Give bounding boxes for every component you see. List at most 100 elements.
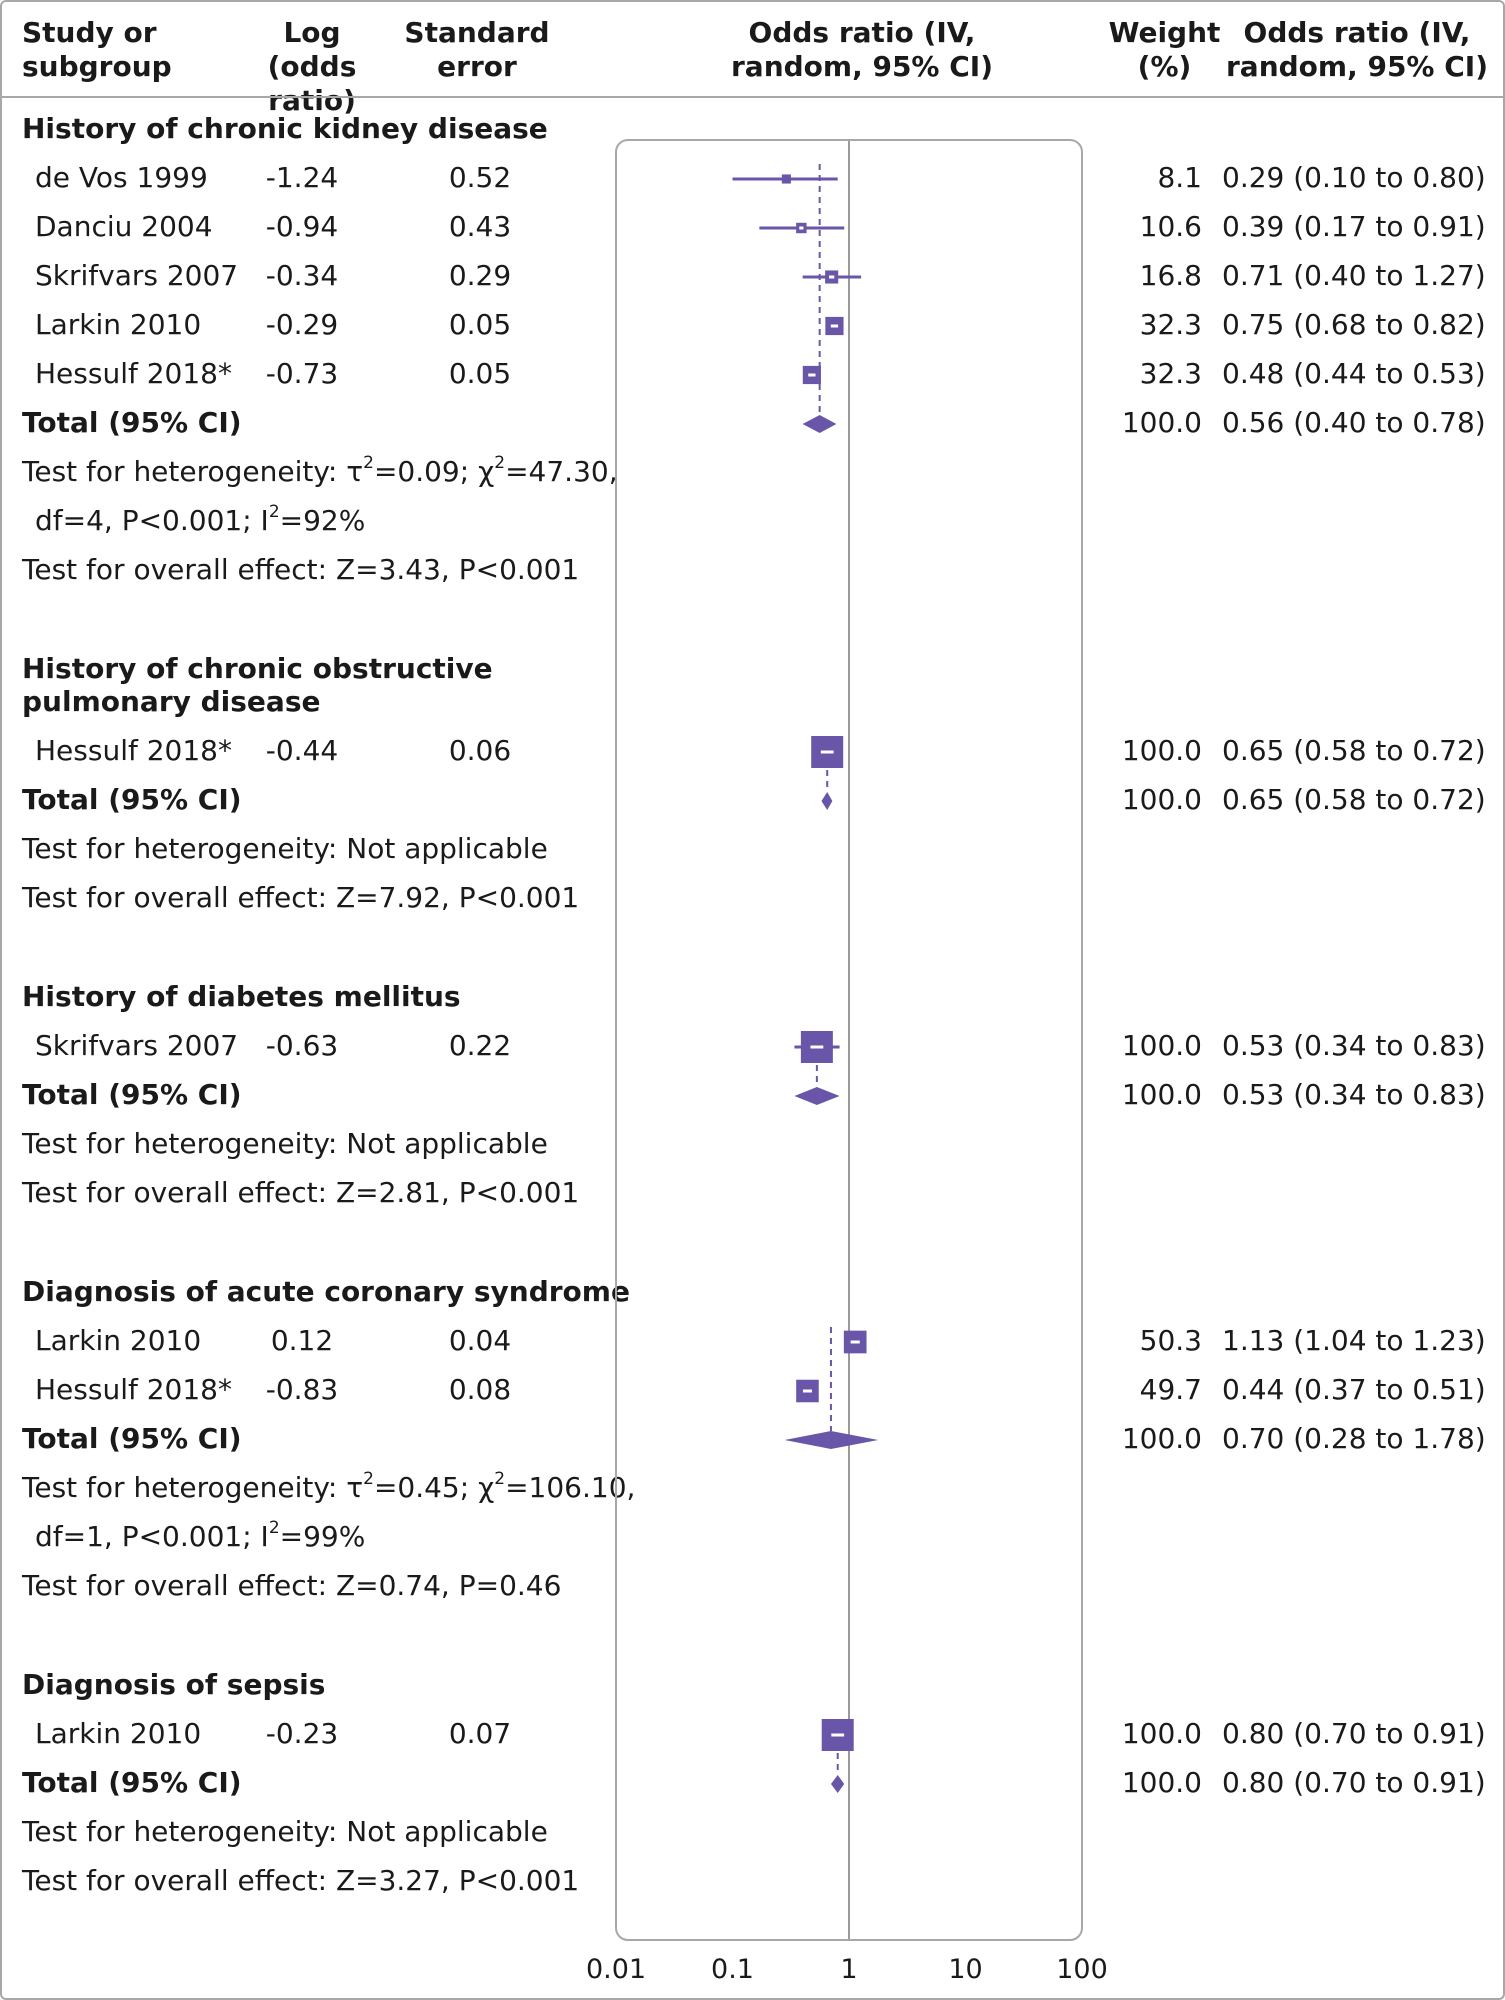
overall-effect-test: Test for overall effect: Z=0.74, P=0.46 <box>22 1569 562 1602</box>
x-tick-label: 10 <box>948 1954 982 1985</box>
total-label: Total (95% CI) <box>22 783 242 816</box>
study-effect-square <box>781 174 791 184</box>
study-odds-ratio-ci: 0.71 (0.40 to 1.27) <box>1222 259 1486 292</box>
header-odds-ratio-ci: Odds ratio (IV, random, 95% CI) <box>1225 16 1488 83</box>
study-odds-ratio-ci: 0.44 (0.37 to 0.51) <box>1222 1373 1486 1406</box>
subgroup-title: History of diabetes mellitus <box>22 980 461 1013</box>
square-highlight <box>799 226 804 230</box>
header-plot: Odds ratio (IV, random, 95% CI) <box>730 16 993 83</box>
study-log-odds-ratio: -0.34 <box>265 259 339 292</box>
pooled-diamond <box>802 415 837 433</box>
study-log-odds-ratio: -0.23 <box>265 1717 339 1750</box>
total-weight: 100.0 <box>1121 783 1202 816</box>
study-standard-error: 0.08 <box>448 1373 512 1406</box>
subgroup-title: History of chronic obstructive <box>22 652 493 685</box>
overall-effect-test: Test for overall effect: Z=3.43, P<0.001 <box>22 553 580 586</box>
total-odds-ratio-ci: 0.56 (0.40 to 0.78) <box>1222 406 1486 439</box>
study-odds-ratio-ci: 0.29 (0.10 to 0.80) <box>1222 161 1486 194</box>
study-odds-ratio-ci: 1.13 (1.04 to 1.23) <box>1222 1324 1486 1357</box>
square-highlight <box>820 750 834 754</box>
total-odds-ratio-ci: 0.70 (0.28 to 1.78) <box>1222 1422 1486 1455</box>
study-name: Larkin 2010 <box>35 1324 202 1357</box>
study-standard-error: 0.52 <box>448 161 512 194</box>
study-weight: 32.3 <box>1139 308 1202 341</box>
subgroup-title: Diagnosis of sepsis <box>22 1668 326 1701</box>
study-odds-ratio-ci: 0.48 (0.44 to 0.53) <box>1222 357 1486 390</box>
study-weight: 50.3 <box>1139 1324 1202 1357</box>
study-log-odds-ratio: -0.73 <box>265 357 339 390</box>
square-highlight <box>831 1733 845 1737</box>
study-standard-error: 0.07 <box>448 1717 512 1750</box>
pooled-diamond <box>830 1775 845 1793</box>
x-tick-label: 100 <box>1056 1954 1108 1985</box>
study-name: Hessulf 2018* <box>35 357 232 390</box>
x-tick-label: 0.1 <box>711 1954 754 1985</box>
study-weight: 8.1 <box>1157 161 1202 194</box>
study-log-odds-ratio: -0.63 <box>265 1029 339 1062</box>
header-study: Study or subgroup <box>22 16 172 83</box>
square-highlight <box>829 275 835 279</box>
study-odds-ratio-ci: 0.75 (0.68 to 0.82) <box>1222 308 1486 341</box>
study-weight: 16.8 <box>1139 259 1202 292</box>
study-name: Danciu 2004 <box>35 210 213 243</box>
heterogeneity-test: df=4, P<0.001; I2=92% <box>35 501 366 537</box>
subgroup-title: History of chronic kidney disease <box>22 112 548 145</box>
square-highlight <box>850 1340 860 1344</box>
subgroup-title: Diagnosis of acute coronary syndrome <box>22 1275 630 1308</box>
total-label: Total (95% CI) <box>22 1078 242 1111</box>
square-highlight <box>810 1045 824 1049</box>
study-odds-ratio-ci: 0.80 (0.70 to 0.91) <box>1222 1717 1486 1750</box>
study-log-odds-ratio: -1.24 <box>265 161 339 194</box>
heterogeneity-test: Test for heterogeneity: τ2=0.09; χ2=47.3… <box>22 452 618 488</box>
total-odds-ratio-ci: 0.53 (0.34 to 0.83) <box>1222 1078 1486 1111</box>
study-standard-error: 0.22 <box>448 1029 512 1062</box>
square-highlight <box>830 324 839 328</box>
study-weight: 100.0 <box>1121 1717 1202 1750</box>
study-name: de Vos 1999 <box>35 161 208 194</box>
study-weight: 100.0 <box>1121 734 1202 767</box>
total-odds-ratio-ci: 0.65 (0.58 to 0.72) <box>1222 783 1486 816</box>
study-name: Hessulf 2018* <box>35 1373 232 1406</box>
x-tick-label: 0.01 <box>586 1954 646 1985</box>
study-weight: 49.7 <box>1139 1373 1202 1406</box>
pooled-diamond <box>794 1087 840 1105</box>
square-highlight <box>808 373 816 377</box>
study-log-odds-ratio: -0.83 <box>265 1373 339 1406</box>
x-tick-label: 1 <box>840 1954 857 1985</box>
total-weight: 100.0 <box>1121 1422 1202 1455</box>
study-weight: 32.3 <box>1139 357 1202 390</box>
total-weight: 100.0 <box>1121 406 1202 439</box>
study-standard-error: 0.06 <box>448 734 512 767</box>
study-odds-ratio-ci: 0.53 (0.34 to 0.83) <box>1222 1029 1486 1062</box>
study-standard-error: 0.05 <box>448 357 512 390</box>
study-weight: 10.6 <box>1139 210 1202 243</box>
header-divider <box>2 96 1503 98</box>
square-highlight <box>802 1389 812 1393</box>
total-label: Total (95% CI) <box>22 1766 242 1799</box>
study-name: Hessulf 2018* <box>35 734 232 767</box>
study-standard-error: 0.04 <box>448 1324 512 1357</box>
study-odds-ratio-ci: 0.65 (0.58 to 0.72) <box>1222 734 1486 767</box>
study-name: Larkin 2010 <box>35 1717 202 1750</box>
study-log-odds-ratio: -0.44 <box>265 734 339 767</box>
study-standard-error: 0.29 <box>448 259 512 292</box>
overall-effect-test: Test for overall effect: Z=7.92, P<0.001 <box>22 881 580 914</box>
study-log-odds-ratio: -0.94 <box>265 210 339 243</box>
study-log-odds-ratio: 0.12 <box>270 1324 334 1357</box>
study-standard-error: 0.05 <box>448 308 512 341</box>
overall-effect-test: Test for overall effect: Z=3.27, P<0.001 <box>22 1864 580 1897</box>
heterogeneity-test: Test for heterogeneity: Not applicable <box>22 1815 548 1848</box>
total-weight: 100.0 <box>1121 1078 1202 1111</box>
study-odds-ratio-ci: 0.39 (0.17 to 0.91) <box>1222 210 1486 243</box>
heterogeneity-test: Test for heterogeneity: τ2=0.45; χ2=106.… <box>22 1468 636 1504</box>
study-name: Skrifvars 2007 <box>35 259 239 292</box>
header-weight: Weight (%) <box>1108 16 1221 83</box>
subgroup-title: pulmonary disease <box>22 685 321 718</box>
study-name: Skrifvars 2007 <box>35 1029 239 1062</box>
plot-frame <box>615 139 1083 1941</box>
study-standard-error: 0.43 <box>448 210 512 243</box>
study-weight: 100.0 <box>1121 1029 1202 1062</box>
overall-effect-test: Test for overall effect: Z=2.81, P<0.001 <box>22 1176 580 1209</box>
